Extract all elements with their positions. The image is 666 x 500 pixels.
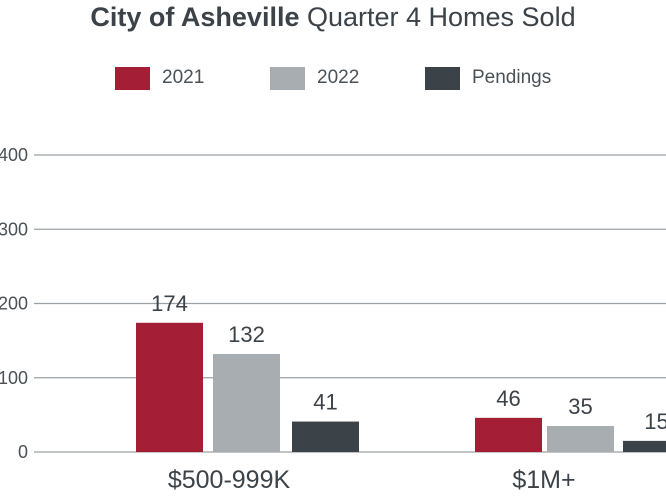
- y-tick-label: 400: [0, 145, 28, 165]
- bar-2021-1: [475, 417, 542, 452]
- chart-title: City of Asheville Quarter 4 Homes Sold: [0, 2, 666, 33]
- bar-value-label: 35: [568, 394, 592, 419]
- legend: 2021 2022 Pendings: [0, 66, 666, 92]
- chart-title-bold: City of Asheville: [90, 2, 300, 32]
- bar-2022-0: [213, 353, 280, 452]
- legend-label-2021: 2021: [162, 67, 205, 88]
- y-tick-label: 300: [0, 219, 28, 239]
- legend-swatch-2022: [270, 67, 305, 90]
- y-tick-label: 200: [0, 294, 28, 314]
- bar-value-label: 174: [151, 291, 188, 316]
- legend-label-pendings: Pendings: [472, 67, 552, 88]
- legend-swatch-pendings: [425, 67, 460, 90]
- bar-2022-1: [547, 426, 614, 452]
- bar-pendings-0: [292, 421, 359, 452]
- y-tick-label: 0: [18, 442, 28, 462]
- bar-value-label: 15: [644, 409, 666, 434]
- bar-value-label: 41: [313, 390, 337, 415]
- y-tick-label: 100: [0, 368, 28, 388]
- bar-pendings-1: [623, 440, 666, 452]
- chart-title-rest: Quarter 4 Homes Sold: [299, 2, 576, 32]
- legend-label-2022: 2022: [317, 67, 360, 88]
- bar-value-label: 46: [496, 386, 520, 411]
- category-label: $1M+: [512, 466, 575, 494]
- legend-swatch-2021: [115, 67, 150, 90]
- bar-2021-0: [136, 322, 203, 452]
- bar-value-label: 132: [228, 322, 265, 347]
- category-label: $500-999K: [168, 466, 291, 494]
